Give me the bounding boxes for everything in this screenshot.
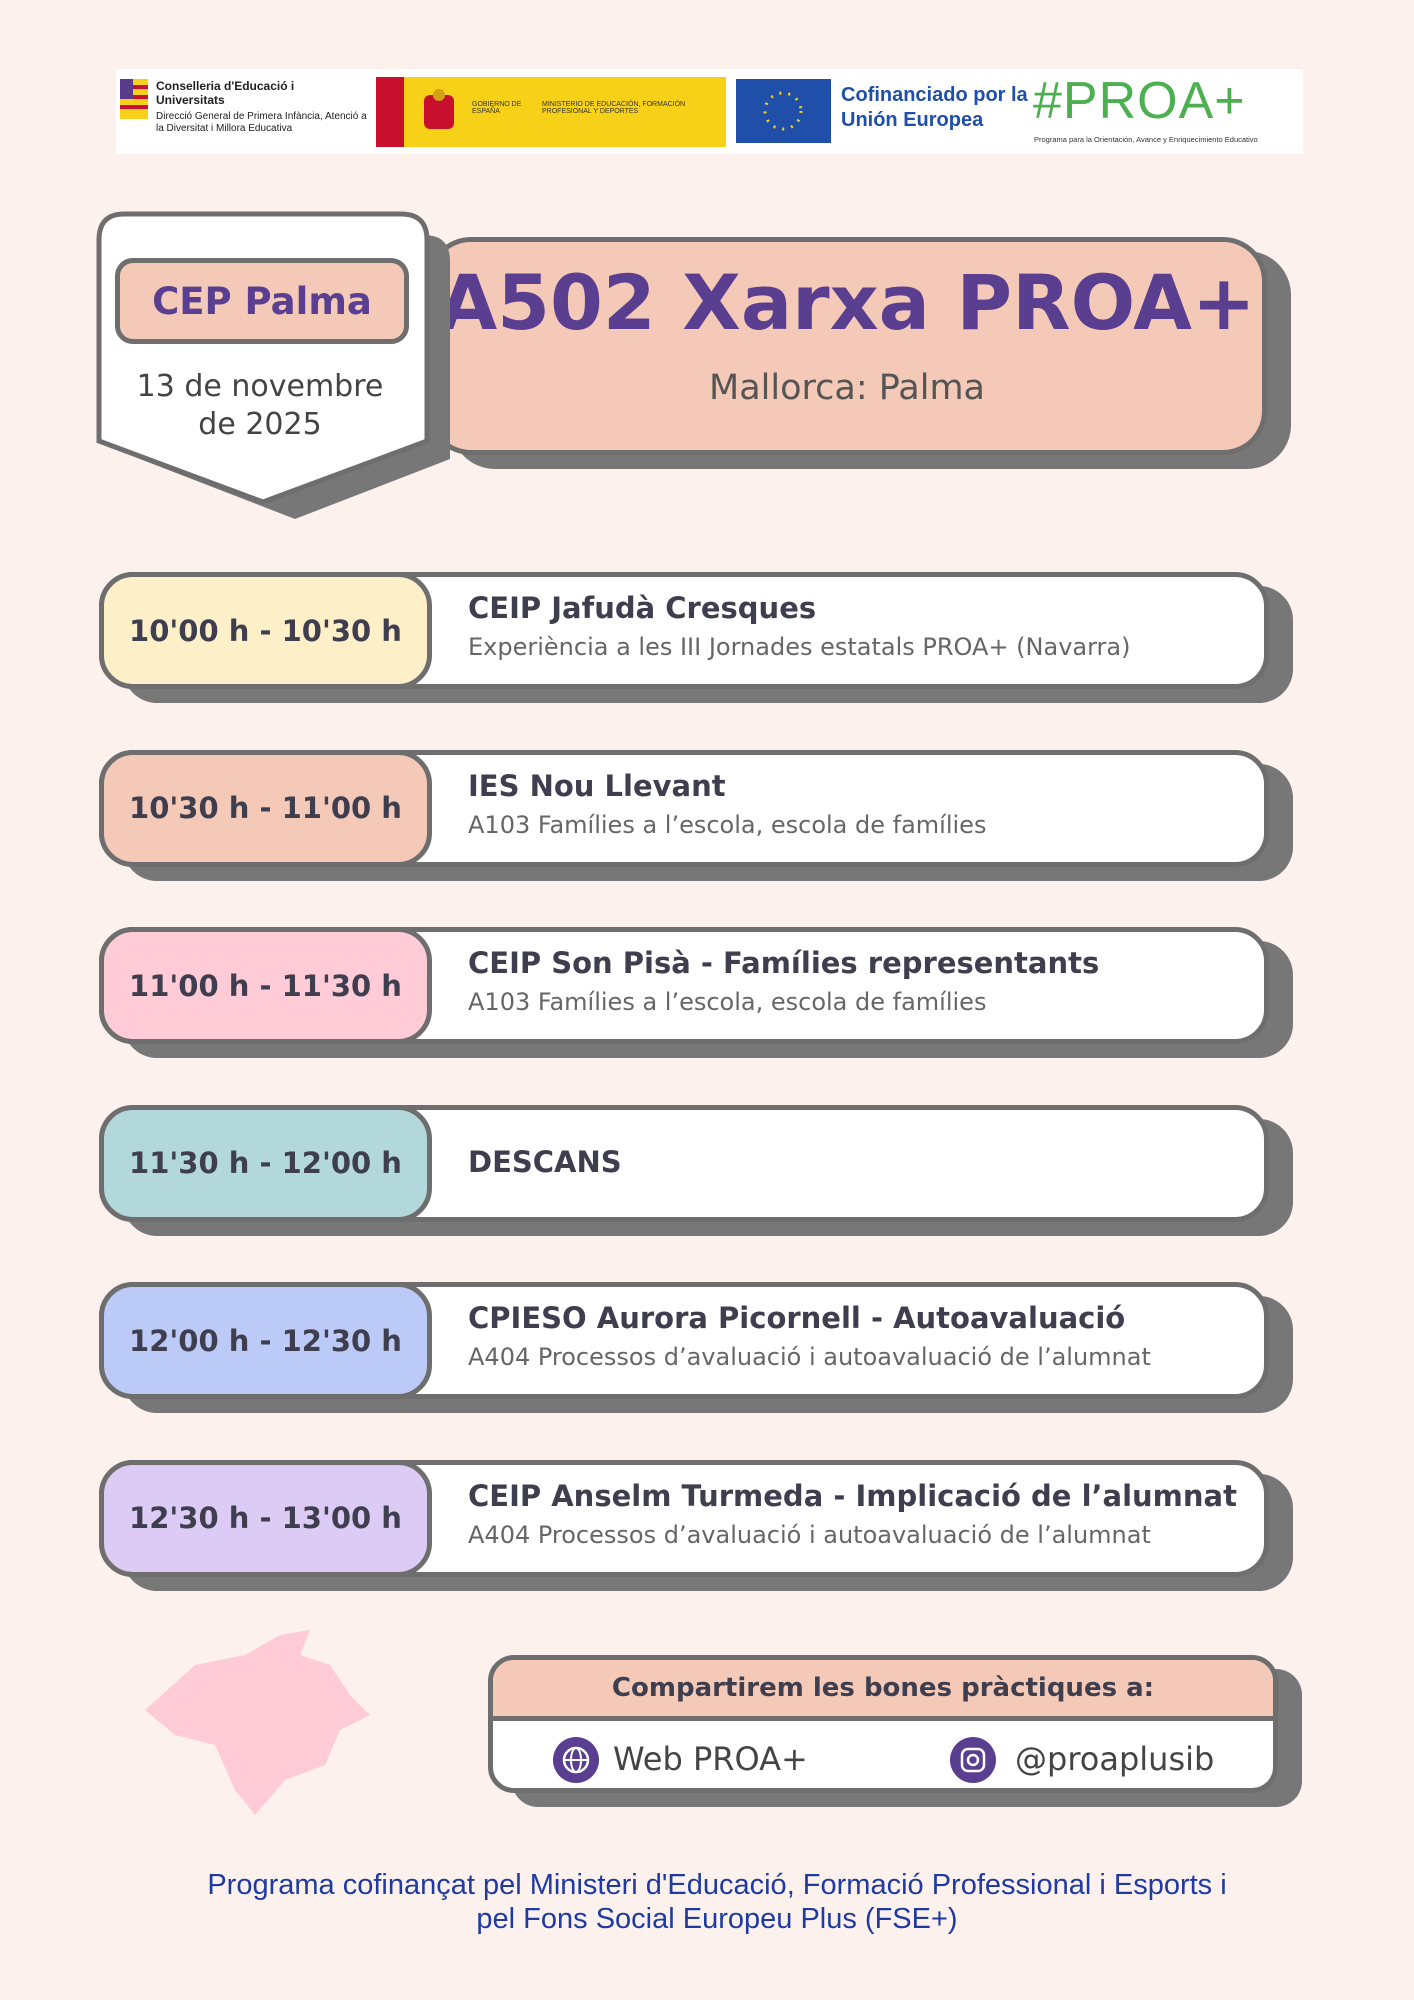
row-title: CPIESO Aurora Picornell - Autoavaluació [468,1301,1126,1335]
instagram-link[interactable]: @proaplusib [1015,1740,1215,1778]
conselleria: Conselleria d'Educació i Universitats [156,79,295,107]
event-date: 13 de novembre de 2025 [136,369,384,442]
row-title: CEIP Son Pisà - Famílies representants [468,946,1100,980]
ministry-logo: GOBIERNO DE ESPAÑA MINISTERIO DE EDUCACI… [376,77,726,147]
row-subtitle: A404 Processos d’avaluació i autoavaluac… [468,1520,1151,1549]
time-pill: 12'30 h - 13'00 h [99,1459,432,1577]
share-heading: Compartirem les bones pràctiques a: [493,1660,1273,1721]
time-pill: 12'00 h - 12'30 h [99,1282,432,1399]
row-subtitle: A103 Famílies a l’escola, escola de famí… [468,810,987,839]
direccio: Direcció General de Primera Infància, At… [156,111,367,134]
proa-subtitle: Programa para la Orientación, Avance y E… [1034,135,1258,144]
web-icon [553,1737,599,1783]
event-place: Mallorca: Palma [709,368,985,408]
mallorca-map [145,1630,370,1815]
time-pill: 10'30 h - 11'00 h [99,749,432,867]
row-subtitle: Experiència a les III Jornades estatals … [468,633,1131,661]
row-subtitle: A404 Processos d’avaluació i autoavaluac… [468,1343,1151,1371]
eu-text: Cofinanciado por la Unión Europea [841,84,1028,131]
row-title: CEIP Anselm Turmeda - Implicació de l’al… [468,1478,1237,1513]
eu-flag [736,79,831,143]
row-title: IES Nou Llevant [468,768,726,803]
coat-of-arms [424,89,454,129]
gobierno: GOBIERNO DE ESPAÑA [472,101,522,115]
web-link[interactable]: Web PROA+ [613,1740,808,1778]
time-pill: 11'30 h - 12'00 h [99,1104,432,1222]
event-title: A502 Xarxa PROA+ [438,258,1256,347]
share-box: Compartirem les bones pràctiques a: Web … [488,1655,1278,1793]
footer: Programa cofinançat pel Ministeri d'Educ… [207,1869,1227,1935]
time-pill: 10'00 h - 10'30 h [99,572,432,689]
row-title: DESCANS [468,1144,622,1179]
row-subtitle: A103 Famílies a l’escola, escola de famí… [468,988,987,1016]
ministerio: MINISTERIO DE EDUCACIÓN, FORMACIÓN PROFE… [542,101,686,115]
time-pill: 11'00 h - 11'30 h [99,927,432,1044]
balearic-flag [120,79,148,119]
logo-strip: Conselleria d'Educació i Universitats Di… [116,69,1303,154]
center: CEP Palma [115,258,409,344]
proa-logo: #PROA+ [1033,72,1246,130]
row-title: CEIP Jafudà Cresques [468,591,817,625]
instagram-icon [950,1737,996,1783]
